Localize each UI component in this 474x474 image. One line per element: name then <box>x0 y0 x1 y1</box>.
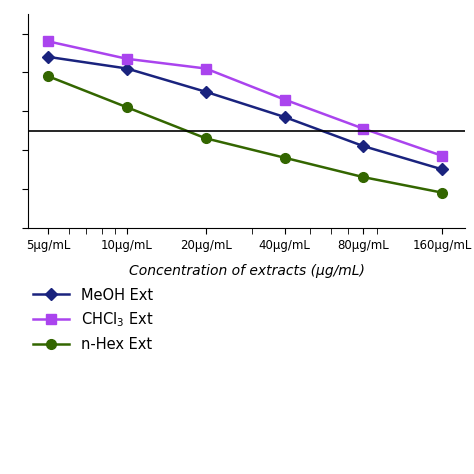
CHCl$_3$ Ext <box>282 97 287 102</box>
n-Hex Ext <box>439 190 445 195</box>
MeOH Ext <box>360 143 366 149</box>
Line: n-Hex Ext: n-Hex Ext <box>44 72 447 198</box>
MeOH Ext <box>46 54 51 60</box>
n-Hex Ext <box>360 174 366 180</box>
CHCl$_3$ Ext <box>124 56 130 62</box>
n-Hex Ext <box>282 155 287 161</box>
Text: 10μg/mL: 10μg/mL <box>101 238 153 252</box>
MeOH Ext <box>124 66 130 72</box>
Text: 40μg/mL: 40μg/mL <box>259 238 310 252</box>
MeOH Ext <box>203 89 209 95</box>
MeOH Ext <box>282 114 287 120</box>
n-Hex Ext <box>46 73 51 79</box>
n-Hex Ext <box>124 104 130 110</box>
CHCl$_3$ Ext <box>46 38 51 44</box>
Legend: MeOH Ext, CHCl$_3$ Ext, n-Hex Ext: MeOH Ext, CHCl$_3$ Ext, n-Hex Ext <box>27 282 159 358</box>
CHCl$_3$ Ext <box>439 153 445 159</box>
Text: 20μg/mL: 20μg/mL <box>180 238 232 252</box>
Text: 80μg/mL: 80μg/mL <box>337 238 389 252</box>
Line: CHCl$_3$ Ext: CHCl$_3$ Ext <box>44 36 447 161</box>
Text: 5μg/mL: 5μg/mL <box>26 238 71 252</box>
Text: Concentration of extracts (μg/mL): Concentration of extracts (μg/mL) <box>128 264 365 278</box>
CHCl$_3$ Ext <box>360 126 366 131</box>
n-Hex Ext <box>203 136 209 141</box>
Line: MeOH Ext: MeOH Ext <box>44 53 446 173</box>
CHCl$_3$ Ext <box>203 66 209 72</box>
Text: 160μg/mL: 160μg/mL <box>412 238 472 252</box>
MeOH Ext <box>439 166 445 172</box>
